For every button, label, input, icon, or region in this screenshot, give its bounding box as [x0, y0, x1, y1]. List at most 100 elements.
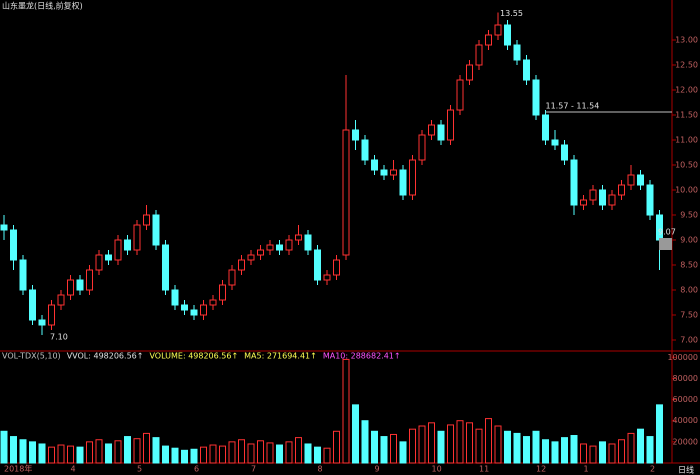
candle-body	[437, 124, 445, 141]
volume-bar	[29, 441, 36, 464]
volume-bar	[646, 436, 654, 464]
volume-bar	[599, 441, 606, 464]
candle-body	[219, 284, 226, 301]
volume-bar	[409, 428, 416, 464]
volume-bar	[570, 435, 578, 464]
volume-bar	[67, 445, 74, 464]
volume-bar	[38, 443, 46, 464]
volume-bar	[124, 436, 131, 464]
y2-tick-label: 60000	[673, 395, 698, 404]
y-tick-label: 10.50	[675, 161, 698, 170]
y2-tick-label: 100000	[667, 353, 698, 362]
x-tick-label: 5	[137, 465, 142, 474]
candle-body	[485, 34, 492, 46]
candle-body	[390, 169, 397, 176]
candle-body	[637, 174, 644, 186]
volume-bar	[532, 430, 540, 464]
candle-body	[67, 279, 74, 296]
x-tick-label: 6	[194, 465, 199, 474]
candle-body	[608, 194, 616, 206]
volume-bar	[361, 420, 369, 464]
volume-bar	[428, 422, 435, 464]
range-annotation: 11.57 - 11.54	[546, 102, 600, 111]
volume-bar	[627, 432, 635, 464]
candle-body	[133, 224, 141, 251]
volume-bar	[276, 444, 283, 464]
candle-body	[599, 189, 606, 206]
candle-body	[475, 44, 483, 66]
y-tick-label: 11.50	[675, 111, 698, 120]
volume-header: VVOL: 498206.56↑	[67, 352, 144, 361]
volume-bar	[399, 441, 407, 464]
candle-body	[589, 189, 597, 201]
volume-bar	[608, 443, 616, 464]
low-annotation: 7.10	[50, 333, 68, 342]
y-tick-label: 8.50	[680, 261, 698, 270]
volume-bar	[314, 446, 321, 464]
volume-bar	[342, 358, 350, 464]
volume-bar	[105, 443, 112, 464]
candle-body	[48, 304, 55, 326]
volume-bar	[257, 440, 264, 464]
candle-body	[504, 24, 511, 46]
x-tick-label: 1	[584, 465, 589, 474]
volume-bar	[200, 446, 207, 464]
volume-bar	[333, 430, 340, 464]
volume-bar	[618, 439, 625, 464]
candle-body	[86, 269, 93, 291]
volume-bar	[542, 439, 549, 464]
volume-bar	[76, 446, 84, 464]
y-tick-label: 9.00	[680, 236, 698, 245]
candle-body	[124, 239, 131, 251]
candle-body	[314, 249, 321, 281]
volume-bar	[247, 443, 255, 464]
candle-body	[143, 214, 150, 226]
candle-body	[0, 224, 8, 231]
candle-body	[333, 259, 340, 276]
volume-bar	[589, 445, 597, 464]
y-tick-label: 7.00	[680, 336, 698, 345]
y2-tick-label: 80000	[673, 374, 698, 383]
volume-bar	[133, 438, 141, 464]
high-annotation: 13.55	[500, 9, 523, 18]
candle-body	[190, 309, 198, 316]
y-tick-label: 12.50	[675, 61, 698, 70]
candle-body	[456, 79, 464, 111]
candle-body	[19, 259, 27, 291]
x-tick-label: 9	[375, 465, 380, 474]
volume-bar	[371, 430, 378, 464]
candle-body	[295, 234, 302, 241]
candle-body	[361, 139, 369, 161]
volume-bar	[190, 448, 198, 464]
volume-bar	[10, 436, 17, 464]
period-label: 日线	[678, 465, 694, 475]
volume-header: MA10: 288682.41↑	[323, 352, 401, 361]
volume-bar	[390, 433, 397, 464]
volume-bar	[238, 439, 245, 464]
candle-body	[380, 169, 388, 176]
y-tick-label: 8.00	[680, 286, 698, 295]
candle-body	[342, 129, 350, 256]
volume-bar	[266, 442, 274, 464]
candle-body	[523, 59, 530, 81]
volume-bar	[561, 437, 568, 464]
last-annotation: 9.07	[658, 228, 676, 237]
volume-bar	[95, 439, 103, 464]
candle-body	[352, 129, 359, 141]
candle-body	[304, 234, 312, 251]
volume-bar	[380, 436, 388, 464]
candle-body	[646, 184, 654, 216]
candle-body	[57, 294, 65, 306]
candle-body	[247, 254, 255, 261]
volume-bar	[523, 436, 530, 464]
x-tick-label: 11	[479, 465, 489, 474]
y-tick-label: 7.50	[680, 311, 698, 320]
volume-bar	[48, 446, 55, 464]
volume-bar	[171, 447, 179, 464]
volume-bar	[551, 441, 559, 464]
y2-tick-label: 40000	[673, 416, 698, 425]
candle-body	[542, 114, 549, 141]
volume-bar	[580, 443, 587, 464]
volume-bar	[637, 428, 644, 464]
